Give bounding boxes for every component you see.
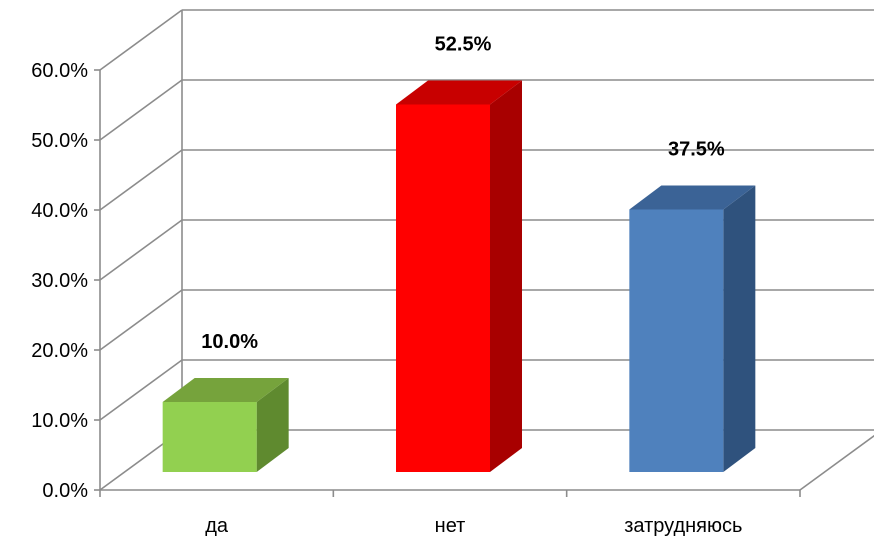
bar-top [396, 80, 522, 105]
bar-side [723, 185, 756, 472]
data-label: 10.0% [201, 331, 258, 353]
bar-side [256, 378, 289, 472]
bar-top [162, 378, 289, 402]
y-tick-label: 10.0% [31, 410, 88, 432]
bars [162, 80, 756, 472]
y-tick-label: 20.0% [31, 340, 88, 362]
y-tick-label: 60.0% [31, 60, 88, 82]
gridline-diagonal [99, 149, 183, 211]
gridline-diagonal [99, 359, 183, 421]
bar-front [629, 209, 724, 472]
y-tick-label: 0.0% [42, 480, 88, 502]
bar-side [490, 80, 522, 472]
data-label: 52.5% [435, 34, 492, 56]
y-tick-label: 40.0% [31, 200, 88, 222]
bar-0 [162, 378, 289, 472]
x-tick-label: нет [435, 515, 466, 537]
x-tick-label: да [205, 515, 229, 537]
y-tick-label: 50.0% [31, 130, 88, 152]
data-label: 37.5% [668, 139, 725, 161]
y-tick-label: 30.0% [31, 270, 88, 292]
gridline-diagonal [99, 9, 183, 71]
bar-front [162, 402, 257, 472]
gridline-diagonal [99, 219, 183, 281]
gridline-diagonal [99, 79, 183, 141]
gridline-diagonal [99, 289, 183, 351]
bar-front [396, 104, 490, 472]
bar-2 [629, 185, 756, 472]
bar-top [629, 185, 756, 210]
labels: 10.0% да 52.5% нет 37.5% затрудняюсь [201, 34, 742, 538]
axes: 0.0% 10.0% 20.0% 30.0% 40.0% 50.0% 60.0% [31, 60, 874, 502]
gridlines [99, 9, 874, 491]
bar-1 [396, 80, 522, 472]
x-tick-label: затрудняюсь [624, 515, 742, 537]
floor-edge [799, 434, 874, 491]
